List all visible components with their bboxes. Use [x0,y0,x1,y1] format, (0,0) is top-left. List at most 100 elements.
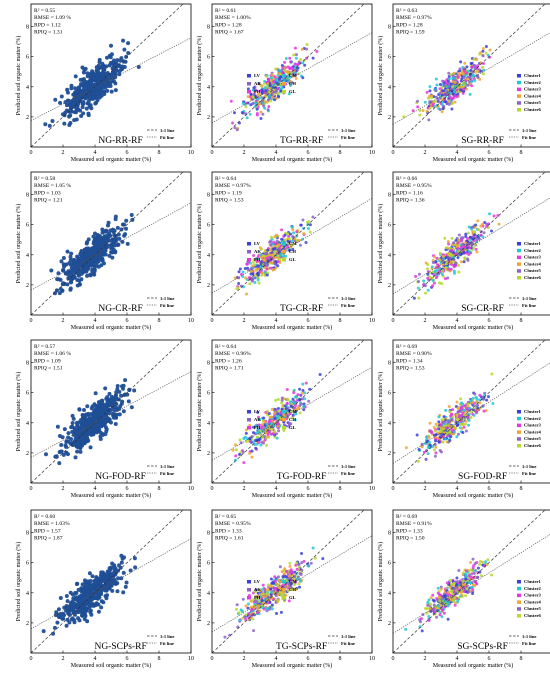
data-point [272,240,276,244]
data-point [113,422,118,426]
y-tick-label: 8 [388,193,391,199]
data-point [463,412,467,416]
data-point [299,58,303,61]
stat-text: RPD = 1.09 [34,358,61,364]
data-point [452,258,456,262]
data-point [279,580,283,584]
legend-fit-label: Fit line [160,135,174,140]
data-point [473,230,477,234]
legend-swatch [282,426,286,430]
data-point [447,242,451,246]
data-point [112,577,117,582]
data-point [287,574,291,578]
data-point [264,74,268,78]
data-point [278,565,282,569]
legend-label: GL [289,257,296,262]
x-tick-label: 8 [158,318,161,324]
stat-text: RPD = 1.57 [34,528,61,534]
data-point [444,246,448,250]
data-point [229,99,233,103]
x-tick-label: 0 [211,150,214,156]
legend-swatch [517,437,521,441]
data-point [436,586,440,590]
data-point [474,223,478,227]
data-point [460,422,463,426]
data-point [435,256,439,260]
stat-text: RMSE = 1.03% [34,521,70,527]
data-point [270,261,274,265]
data-point [70,592,75,597]
data-point [465,242,469,246]
data-point [60,112,65,117]
data-point [85,600,90,605]
data-point [119,67,124,72]
data-point [132,388,137,393]
data-point [66,431,71,436]
data-point [462,251,466,254]
legend-label: Cluster3 [524,255,542,260]
data-point [431,284,435,288]
data-point [101,75,106,80]
x-axis-label: Measured soil organic matter (%) [252,492,333,499]
y-tick-label: 4 [207,253,210,259]
stat-text: RPD = 1.34 [396,358,423,364]
data-point [282,572,286,576]
data-point [455,576,459,580]
data-point [244,105,248,109]
data-point [122,47,127,52]
data-point [471,70,475,74]
data-point [486,558,490,562]
data-point [295,230,299,234]
data-point [94,68,99,73]
data-point [418,113,422,117]
data-point [94,100,99,105]
data-point [456,238,460,242]
data-point [485,398,489,402]
data-point [75,277,80,282]
data-point [95,252,100,257]
data-point [404,446,408,450]
data-point [128,568,133,573]
data-point [58,277,63,282]
x-tick-label: 0 [211,486,214,492]
data-point [235,128,239,132]
data-point [275,88,279,92]
data-point [460,245,464,249]
data-point [281,584,285,588]
data-point [427,436,431,440]
data-point [110,588,115,593]
y-tick-label: 2 [26,115,29,121]
data-point [95,235,100,240]
data-point [113,88,118,93]
data-point [452,241,456,245]
legend-label: PH [254,89,261,94]
data-point [98,254,103,259]
data-point [285,75,289,79]
y-tick-label: 4 [207,421,210,427]
data-point [306,227,310,231]
legend-label: AK [254,417,261,422]
data-point [441,89,445,93]
legend-label: Cluster2 [524,416,542,421]
legend-one-to-one-label: 1:1 line [341,128,355,133]
y-axis-label: Predicted soil organic matter (%) [377,372,384,452]
data-point [423,284,427,288]
data-point [88,73,93,78]
data-point [288,565,292,569]
legend-label: Cluster3 [524,87,542,92]
data-point [273,575,277,579]
x-tick-label: 6 [126,656,129,662]
data-point [469,61,473,65]
legend-swatch [247,74,251,78]
data-point [475,400,479,404]
data-point [277,77,281,81]
data-point [424,291,428,295]
data-point [64,103,69,108]
legend-label: Cluster2 [524,248,542,253]
legend-label: Cluster5 [524,436,542,441]
data-point [267,412,271,416]
legend-swatch [517,430,521,434]
data-point [440,282,444,286]
data-point [479,51,483,55]
data-point [86,237,91,242]
